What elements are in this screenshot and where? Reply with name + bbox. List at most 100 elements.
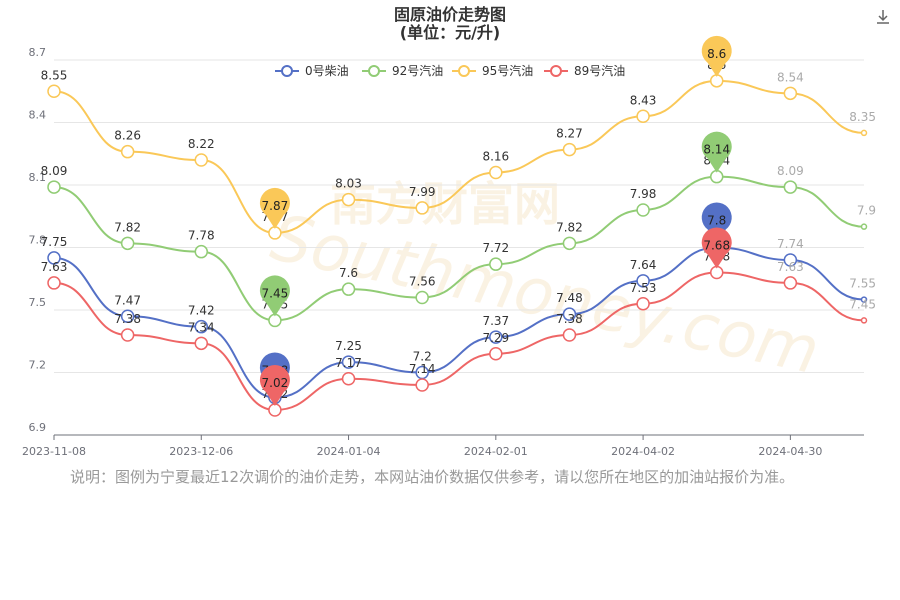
data-label: 8.26 <box>114 129 141 143</box>
legend-label: 92号汽油 <box>392 63 443 78</box>
series-layer <box>47 74 868 417</box>
data-point <box>489 257 503 271</box>
data-point <box>562 236 577 251</box>
data-label: 7.78 <box>188 229 215 243</box>
data-point <box>489 165 503 180</box>
legend-item[interactable]: 95号汽油 <box>452 63 533 78</box>
legend-item[interactable]: 89号汽油 <box>544 63 625 78</box>
data-label: 7.99 <box>409 185 436 199</box>
data-point <box>636 297 650 311</box>
data-point <box>120 328 135 342</box>
min-marker: 7.02 <box>259 365 290 406</box>
series-92号汽油 <box>47 169 868 328</box>
data-label: 7.2 <box>413 350 432 364</box>
x-tick-label: 2024-01-04 <box>317 445 381 458</box>
min-max-markers: 7.087.87.458.147.878.67.027.68 <box>259 35 732 406</box>
marker-label: 7.02 <box>262 376 289 390</box>
y-tick-label: 8.7 <box>29 46 47 59</box>
data-point <box>636 274 650 288</box>
data-point <box>341 282 356 296</box>
legend-label: 95号汽油 <box>482 63 533 78</box>
data-label: 7.6 <box>339 266 358 280</box>
max-marker: 7.68 <box>701 227 732 269</box>
data-label: 7.55 <box>849 277 876 291</box>
data-label: 7.74 <box>777 237 804 251</box>
data-label: 8.35 <box>849 110 876 124</box>
data-label: 8.09 <box>777 164 804 178</box>
marker-label: 7.8 <box>707 214 726 228</box>
max-marker: 8.14 <box>701 131 732 173</box>
min-marker: 7.87 <box>259 187 290 229</box>
data-label: 7.72 <box>482 241 509 255</box>
data-label: 8.27 <box>556 127 583 141</box>
data-label: 7.29 <box>482 331 509 345</box>
x-tick-label: 2023-11-08 <box>22 445 86 458</box>
y-tick-label: 8.4 <box>29 109 47 122</box>
data-point <box>860 296 868 303</box>
legend-item[interactable]: 0号柴油 <box>275 64 349 78</box>
max-marker: 8.6 <box>701 35 732 77</box>
data-label: 7.42 <box>188 304 215 318</box>
marker-pin <box>259 365 290 406</box>
data-point <box>415 290 429 305</box>
legend-symbol <box>550 65 562 77</box>
data-point <box>562 307 577 321</box>
data-point <box>47 180 61 194</box>
data-label: 7.34 <box>188 320 215 334</box>
data-point <box>120 236 135 251</box>
legend-symbol <box>281 65 293 77</box>
marker-pin <box>259 275 290 317</box>
data-point <box>562 142 577 157</box>
data-label: 7.98 <box>630 187 657 201</box>
x-tick-label: 2024-04-30 <box>758 445 822 458</box>
marker-pin <box>701 35 732 77</box>
legend-label: 89号汽油 <box>574 63 625 78</box>
data-label: 7.47 <box>114 293 141 307</box>
x-tick-label: 2023-12-06 <box>169 445 233 458</box>
data-point <box>415 201 429 215</box>
data-label: 7.38 <box>114 312 141 326</box>
data-point <box>194 244 209 259</box>
marker-label: 7.68 <box>703 239 730 253</box>
data-label: 7.63 <box>777 260 804 274</box>
data-point <box>194 319 209 334</box>
chart-subtitle: (单位：元/升) <box>400 23 500 42</box>
data-point <box>489 347 503 361</box>
data-point <box>860 223 868 230</box>
y-tick-label: 6.9 <box>29 421 47 434</box>
data-point <box>415 378 429 392</box>
data-point <box>783 180 798 194</box>
series-89号汽油 <box>47 265 868 417</box>
data-point <box>636 109 650 123</box>
y-tick-label: 8.1 <box>29 171 47 184</box>
data-label: 7.9 <box>857 204 876 218</box>
y-tick-label: 7.2 <box>29 359 47 372</box>
min-marker: 7.45 <box>259 275 290 317</box>
series-95号汽油 <box>47 74 868 240</box>
data-point <box>47 84 61 98</box>
marker-label: 7.45 <box>262 286 289 300</box>
data-label: 7.48 <box>556 291 583 305</box>
data-point <box>489 330 503 344</box>
marker-label: 7.87 <box>262 199 289 213</box>
data-point <box>341 192 356 207</box>
data-point <box>636 203 650 217</box>
legend-symbol <box>368 65 380 77</box>
data-point <box>783 86 798 101</box>
data-label: 8.22 <box>188 137 215 151</box>
data-label: 7.56 <box>409 275 436 289</box>
data-label: 7.38 <box>556 312 583 326</box>
watermark-text: 南方财富网 <box>330 177 560 231</box>
data-point <box>120 144 135 159</box>
data-label: 7.25 <box>335 339 362 353</box>
footnote: 说明：图例为宁夏最近12次调价的油价走势，本网站油价数据仅供参考，请以您所在地区… <box>70 468 795 486</box>
legend-item[interactable]: 92号汽油 <box>362 63 443 78</box>
marker-pin <box>259 187 290 229</box>
marker-label: 8.6 <box>707 47 726 61</box>
download-icon[interactable] <box>874 8 892 26</box>
data-label: 7.82 <box>114 220 141 234</box>
data-label: 7.63 <box>41 260 68 274</box>
grid <box>54 59 864 436</box>
data-point <box>194 336 209 351</box>
